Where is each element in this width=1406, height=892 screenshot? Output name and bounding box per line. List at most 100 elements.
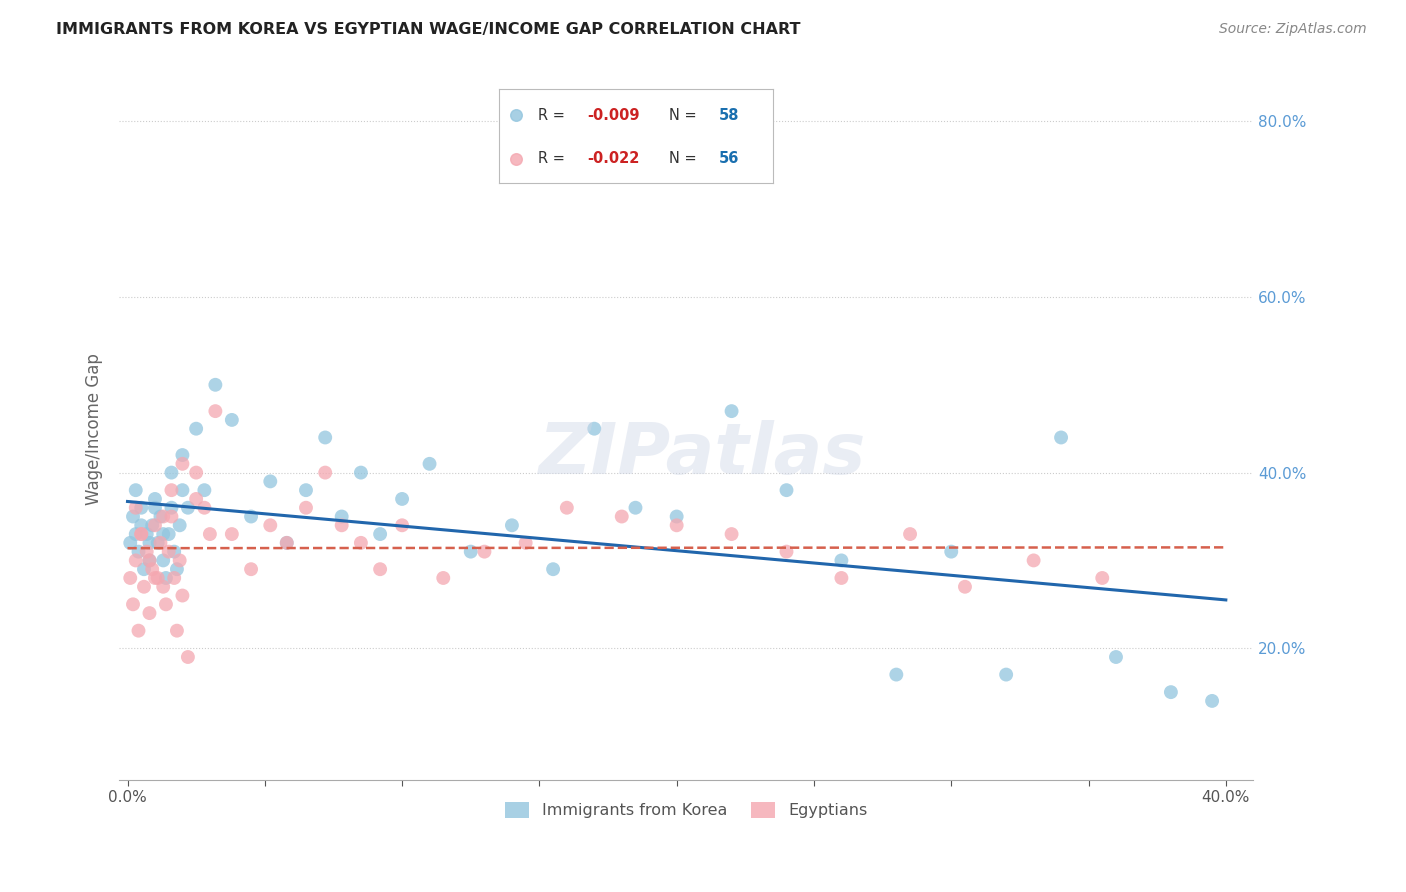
Immigrants from Korea	[129, 500, 152, 515]
Egyptians	[665, 518, 688, 533]
Egyptians	[129, 527, 152, 541]
Egyptians	[515, 536, 537, 550]
Immigrants from Korea	[276, 536, 298, 550]
Text: R =: R =	[537, 108, 569, 123]
Egyptians	[368, 562, 391, 576]
Immigrants from Korea	[391, 491, 413, 506]
Immigrants from Korea	[149, 509, 172, 524]
Egyptians	[720, 527, 742, 541]
Immigrants from Korea	[941, 544, 963, 558]
Text: N =: N =	[669, 151, 702, 166]
Immigrants from Korea	[259, 475, 281, 489]
Egyptians	[166, 624, 188, 638]
Egyptians	[125, 500, 148, 515]
Text: Source: ZipAtlas.com: Source: ZipAtlas.com	[1219, 22, 1367, 37]
Egyptians	[204, 404, 226, 418]
Egyptians	[155, 597, 177, 611]
Immigrants from Korea	[177, 500, 200, 515]
Y-axis label: Wage/Income Gap: Wage/Income Gap	[86, 352, 103, 505]
Text: N =: N =	[669, 108, 702, 123]
Egyptians	[152, 509, 174, 524]
Egyptians	[163, 571, 186, 585]
Egyptians	[198, 527, 221, 541]
Immigrants from Korea	[138, 553, 160, 567]
Immigrants from Korea	[138, 536, 160, 550]
Immigrants from Korea	[775, 483, 797, 498]
Text: -0.009: -0.009	[586, 108, 640, 123]
Egyptians	[775, 544, 797, 558]
Egyptians	[125, 553, 148, 567]
Egyptians	[830, 571, 852, 585]
Egyptians	[172, 457, 194, 471]
Immigrants from Korea	[624, 500, 647, 515]
Egyptians	[152, 580, 174, 594]
Immigrants from Korea	[221, 413, 243, 427]
Immigrants from Korea	[125, 483, 148, 498]
Legend: Immigrants from Korea, Egyptians: Immigrants from Korea, Egyptians	[499, 796, 873, 825]
Egyptians	[132, 580, 155, 594]
Text: 58: 58	[718, 108, 740, 123]
Immigrants from Korea	[152, 553, 174, 567]
Egyptians	[240, 562, 263, 576]
Immigrants from Korea	[995, 667, 1018, 681]
Immigrants from Korea	[460, 544, 482, 558]
Text: IMMIGRANTS FROM KOREA VS EGYPTIAN WAGE/INCOME GAP CORRELATION CHART: IMMIGRANTS FROM KOREA VS EGYPTIAN WAGE/I…	[56, 22, 801, 37]
Immigrants from Korea	[1105, 650, 1128, 665]
Immigrants from Korea	[135, 527, 157, 541]
Immigrants from Korea	[204, 377, 226, 392]
Immigrants from Korea	[886, 667, 908, 681]
Immigrants from Korea	[1201, 694, 1223, 708]
Egyptians	[391, 518, 413, 533]
Immigrants from Korea	[160, 466, 183, 480]
Egyptians	[143, 518, 166, 533]
Egyptians	[160, 483, 183, 498]
Egyptians	[350, 536, 373, 550]
Egyptians	[610, 509, 633, 524]
Immigrants from Korea	[132, 562, 155, 576]
Immigrants from Korea	[193, 483, 215, 498]
Immigrants from Korea	[146, 536, 169, 550]
Egyptians	[120, 571, 142, 585]
Immigrants from Korea	[172, 483, 194, 498]
Egyptians	[138, 553, 160, 567]
Egyptians	[259, 518, 281, 533]
Egyptians	[128, 624, 150, 638]
Egyptians	[474, 544, 496, 558]
Immigrants from Korea	[125, 527, 148, 541]
Immigrants from Korea	[141, 518, 163, 533]
Immigrants from Korea	[186, 422, 208, 436]
Egyptians	[149, 536, 172, 550]
Egyptians	[314, 466, 336, 480]
Egyptians	[953, 580, 976, 594]
Immigrants from Korea	[129, 518, 152, 533]
Point	[505, 108, 527, 122]
Immigrants from Korea	[350, 466, 373, 480]
Point	[505, 152, 527, 166]
Egyptians	[157, 544, 180, 558]
Immigrants from Korea	[830, 553, 852, 567]
Immigrants from Korea	[163, 544, 186, 558]
Egyptians	[1022, 553, 1045, 567]
Egyptians	[172, 589, 194, 603]
Immigrants from Korea	[143, 500, 166, 515]
Immigrants from Korea	[152, 527, 174, 541]
Immigrants from Korea	[155, 571, 177, 585]
Egyptians	[122, 597, 145, 611]
Egyptians	[141, 562, 163, 576]
Egyptians	[193, 500, 215, 515]
Egyptians	[330, 518, 353, 533]
Text: -0.022: -0.022	[586, 151, 640, 166]
Immigrants from Korea	[368, 527, 391, 541]
Immigrants from Korea	[172, 448, 194, 462]
Immigrants from Korea	[541, 562, 564, 576]
Text: ZIPatlas: ZIPatlas	[540, 420, 866, 490]
Immigrants from Korea	[169, 518, 191, 533]
Egyptians	[143, 571, 166, 585]
Egyptians	[432, 571, 454, 585]
Immigrants from Korea	[157, 527, 180, 541]
Egyptians	[146, 571, 169, 585]
Text: 56: 56	[718, 151, 738, 166]
Egyptians	[160, 509, 183, 524]
Egyptians	[221, 527, 243, 541]
Immigrants from Korea	[128, 544, 150, 558]
